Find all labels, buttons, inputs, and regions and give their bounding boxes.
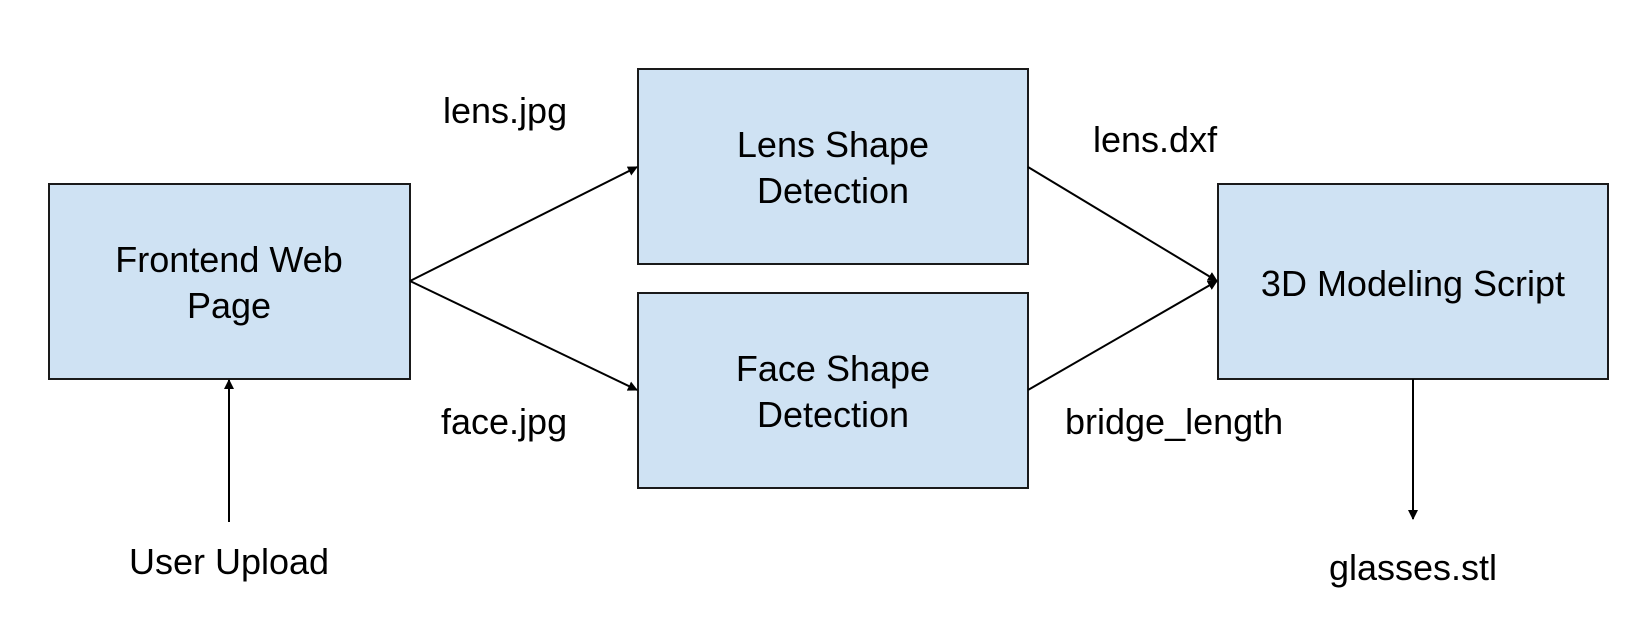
node-frontend-web-page: Frontend Web Page — [48, 183, 411, 380]
label-bridge-length: bridge_length — [1065, 401, 1283, 442]
node-face-shape-detection: Face Shape Detection — [637, 292, 1029, 489]
node-modeling-label: 3D Modeling Script — [1261, 263, 1565, 304]
label-user-upload: User Upload — [129, 541, 329, 582]
edge-face-to-modeling — [1027, 280, 1218, 391]
label-face-jpg: face.jpg — [441, 401, 567, 442]
node-face-detect-box — [637, 292, 1029, 489]
node-lens-shape-detection: Lens Shape Detection — [637, 68, 1029, 265]
edge-lens-to-modeling — [1027, 166, 1218, 282]
node-3d-modeling-script: 3D Modeling Script — [1217, 183, 1609, 380]
edge-frontend-to-lens — [409, 166, 638, 282]
node-frontend-label-line1: Frontend Web — [115, 239, 342, 280]
node-lens-detect-box — [637, 68, 1029, 265]
node-modeling-box — [1217, 183, 1609, 380]
node-lens-detect-label-line2: Detection — [757, 170, 909, 211]
node-lens-detect-label-line1: Lens Shape — [737, 124, 929, 165]
edge-frontend-to-face — [409, 280, 638, 391]
node-face-detect-label-line1: Face Shape — [736, 348, 930, 389]
label-glasses-stl: glasses.stl — [1329, 547, 1497, 588]
label-lens-dxf: lens.dxf — [1093, 119, 1218, 160]
node-frontend-label-line2: Page — [187, 285, 271, 326]
node-frontend-box — [48, 183, 411, 380]
node-face-detect-label-line2: Detection — [757, 394, 909, 435]
label-lens-jpg: lens.jpg — [443, 90, 567, 131]
